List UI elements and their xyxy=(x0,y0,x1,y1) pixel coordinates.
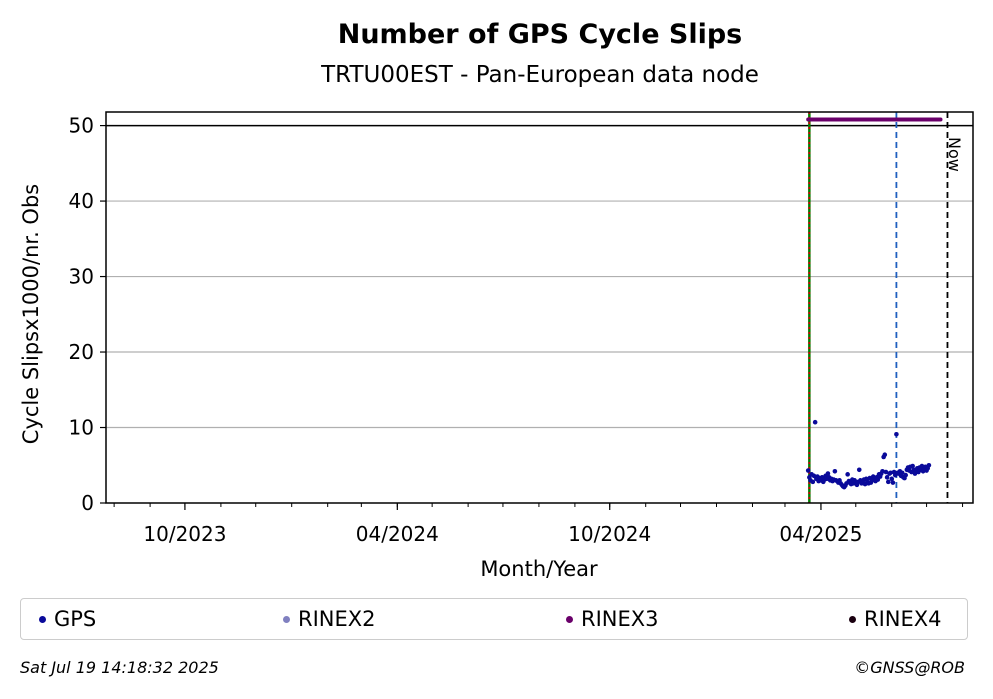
x-axis: 10/2023 04/2024 10/2024 04/2025 xyxy=(113,503,964,546)
footer-credit: ©GNSS@ROB xyxy=(854,658,965,677)
legend: GPS RINEX2 RINEX3 RINEX4 xyxy=(20,598,968,640)
x-tick-label: 10/2023 xyxy=(143,522,226,546)
legend-marker-rinex3 xyxy=(566,615,573,623)
x-tick-label: 04/2025 xyxy=(779,522,862,546)
legend-item-rinex4: RINEX4 xyxy=(849,599,942,639)
gps-point xyxy=(890,480,896,485)
gps-point xyxy=(889,476,895,482)
y-axis: 0 10 20 30 40 50 xyxy=(69,114,106,515)
gps-point xyxy=(926,462,932,468)
legend-item-rinex2: RINEX2 xyxy=(283,599,376,639)
gps-point xyxy=(825,471,831,476)
legend-item-rinex3: RINEX3 xyxy=(566,599,659,639)
grid-layer xyxy=(106,124,973,429)
y-tick-label: 30 xyxy=(69,265,94,289)
now-label: Now xyxy=(945,137,964,172)
legend-label-rinex3: RINEX3 xyxy=(581,607,659,631)
y-axis-label: Cycle Slipsx1000/nr. Obs xyxy=(19,184,43,444)
legend-label-rinex4: RINEX4 xyxy=(864,607,942,631)
rinex3-point xyxy=(938,117,943,122)
footer-timestamp: Sat Jul 19 14:18:32 2025 xyxy=(20,658,219,677)
legend-label-rinex2: RINEX2 xyxy=(298,607,376,631)
legend-marker-rinex2 xyxy=(283,615,290,623)
y-tick-label: 0 xyxy=(81,491,94,515)
y-tick-label: 40 xyxy=(69,189,94,213)
chart-subtitle: TRTU00EST - Pan-European data node xyxy=(320,62,759,88)
legend-marker-rinex4 xyxy=(849,615,856,623)
y-tick-label: 20 xyxy=(69,340,94,364)
gps-point xyxy=(805,468,811,473)
legend-label-gps: GPS xyxy=(54,607,97,631)
x-tick-label: 10/2024 xyxy=(568,522,651,546)
reference-lines xyxy=(106,112,973,503)
gps-point xyxy=(812,419,818,425)
gps-point xyxy=(894,432,899,437)
gps-point xyxy=(856,467,862,473)
gps-point xyxy=(880,468,885,474)
chart-title: Number of GPS Cycle Slips xyxy=(338,19,743,50)
x-axis-label: Month/Year xyxy=(480,557,598,581)
y-tick-label: 10 xyxy=(69,416,94,440)
gps-point xyxy=(845,472,850,477)
y-tick-label: 50 xyxy=(69,114,94,138)
gps-point xyxy=(885,479,891,485)
gps-point xyxy=(884,475,890,480)
gps-point xyxy=(910,463,915,469)
gps-point xyxy=(810,479,816,485)
gps-point xyxy=(899,470,905,476)
gps-point xyxy=(888,470,893,476)
legend-marker-gps xyxy=(39,615,46,623)
legend-item-gps: GPS xyxy=(39,599,96,639)
gps-point xyxy=(883,469,889,475)
x-tick-label: 04/2024 xyxy=(356,522,439,546)
data-marks xyxy=(805,117,943,490)
gps-point xyxy=(832,468,838,474)
plot-frame xyxy=(105,111,974,504)
gps-point xyxy=(882,452,888,457)
gps-point xyxy=(903,472,908,478)
